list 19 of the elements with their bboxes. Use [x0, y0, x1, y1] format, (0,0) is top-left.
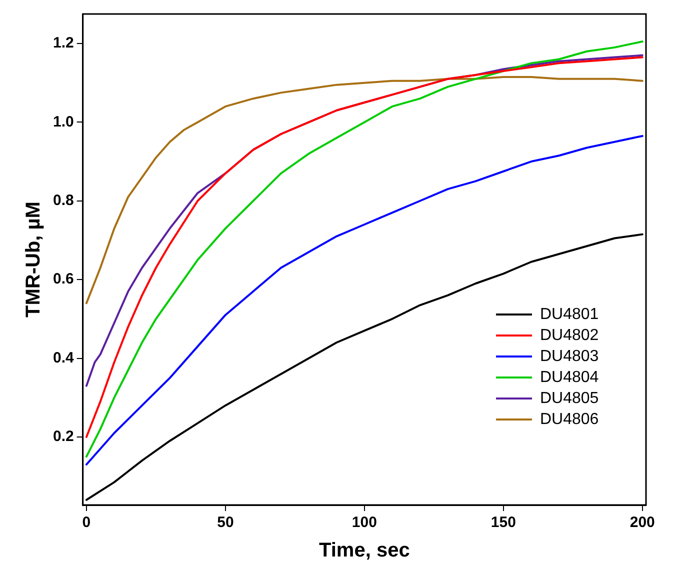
x-tick-label: 0	[82, 514, 91, 532]
x-tick-label: 200	[630, 514, 655, 532]
y-tick-label: 0.2	[52, 428, 74, 446]
x-axis-title: Time, sec	[319, 540, 410, 562]
legend-label: DU4803	[540, 348, 599, 365]
legend-label: DU4805	[540, 390, 599, 407]
legend-label: DU4802	[540, 326, 599, 344]
y-axis-title: TMR-Ub, µM	[22, 202, 45, 318]
y-tick-label: 1.0	[52, 113, 74, 130]
x-tick-label: 150	[490, 514, 516, 532]
y-tick-label: 0.8	[52, 192, 74, 210]
legend-label: DU4806	[540, 410, 599, 428]
y-tick-label: 1.2	[52, 34, 74, 52]
y-tick-label: 0.6	[52, 270, 74, 288]
legend-label: DU4801	[540, 306, 599, 323]
x-tick-label: 100	[352, 514, 377, 532]
legend-label: DU4804	[540, 368, 599, 386]
y-tick-label: 0.4	[52, 349, 74, 366]
x-tick-label: 50	[217, 514, 234, 532]
